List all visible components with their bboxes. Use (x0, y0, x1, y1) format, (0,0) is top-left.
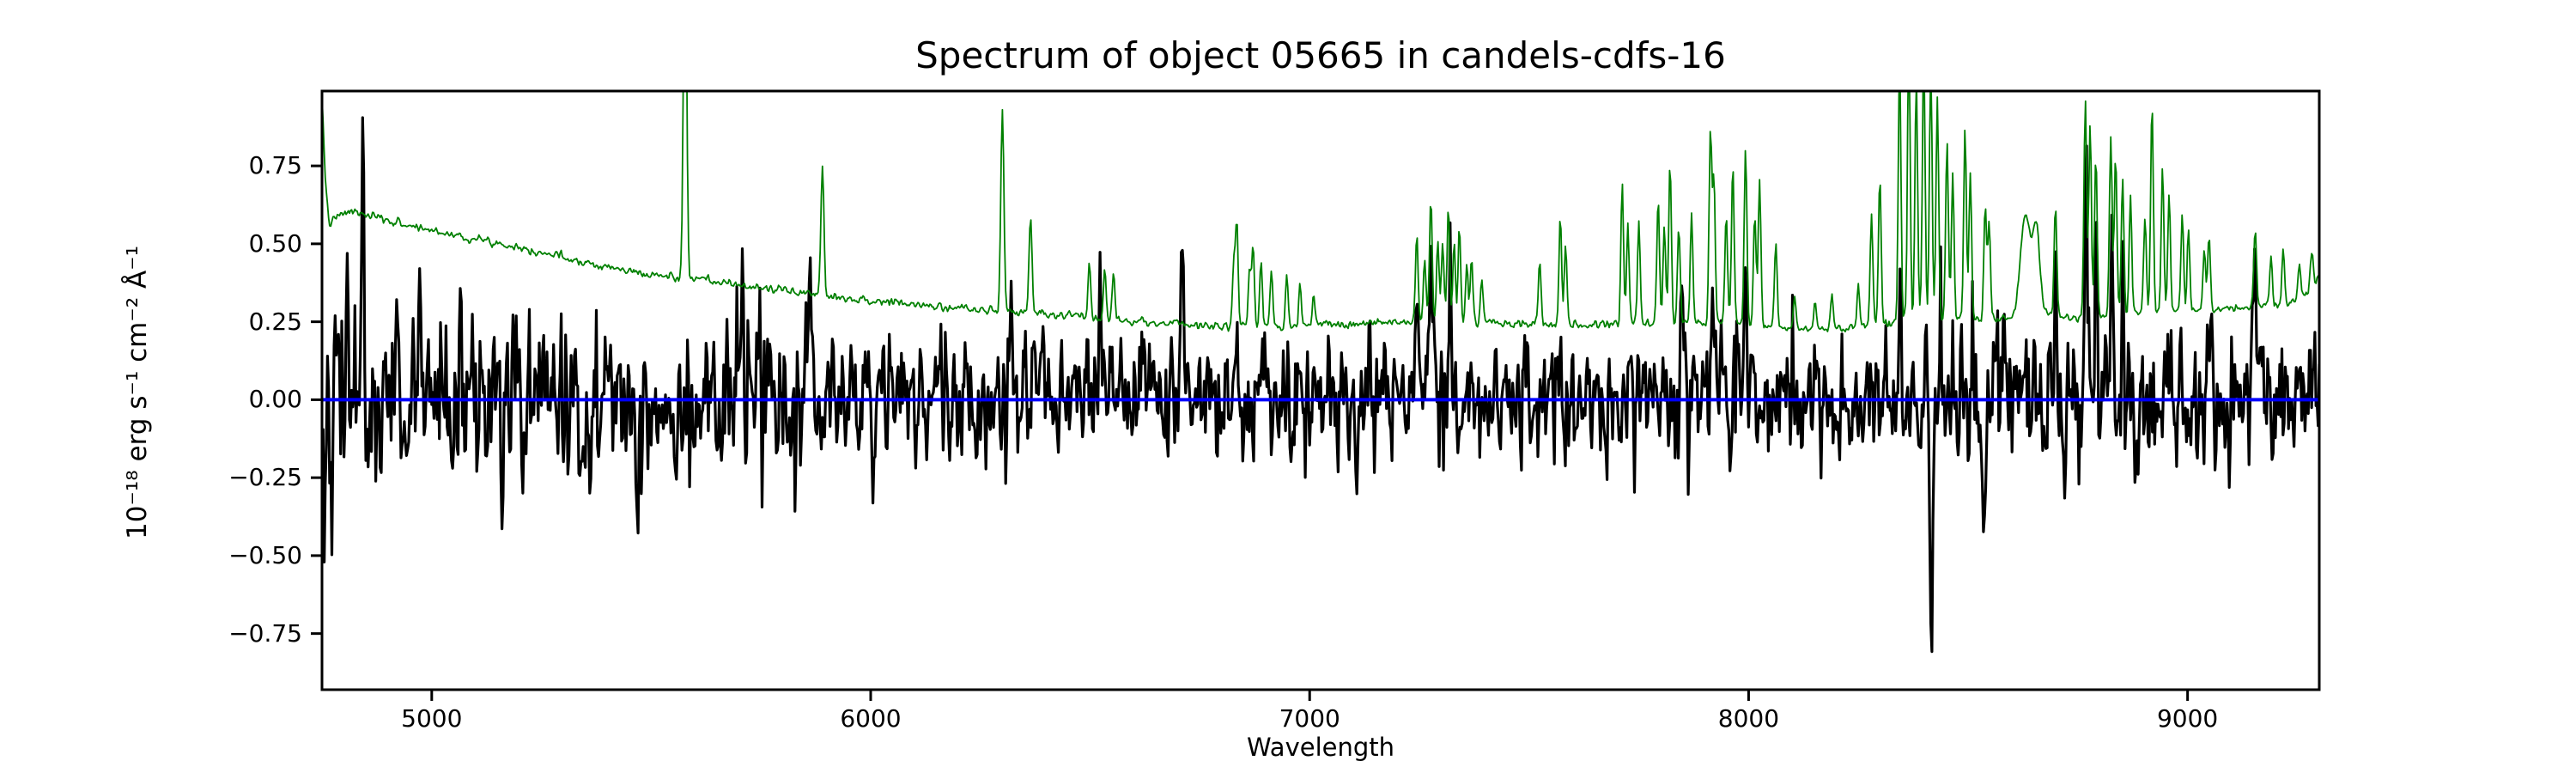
axis-tick-marks (311, 164, 2190, 701)
x-tick-label: 8000 (1717, 704, 1780, 733)
x-tick-label: 5000 (401, 704, 463, 733)
y-tick-label: −0.75 (228, 618, 302, 648)
y-tick-label: 0.75 (248, 151, 302, 180)
y-tick-label: 0.00 (248, 385, 302, 414)
plot-series (322, 91, 2319, 654)
x-tick-label: 9000 (2156, 704, 2219, 733)
x-tick-label: 6000 (840, 704, 902, 733)
figure-title: Spectrum of object 05665 in candels-cdfs… (915, 34, 1726, 76)
object-flux (322, 116, 2319, 654)
x-tick-label: 7000 (1279, 704, 1340, 733)
axes-frame (320, 89, 2321, 691)
noise-spectrum (322, 91, 2319, 332)
y-tick-label: −0.50 (228, 540, 302, 569)
x-axis-label: Wavelength (1246, 733, 1395, 762)
y-tick-label: −0.25 (228, 463, 302, 492)
y-tick-label: 0.50 (248, 228, 302, 258)
y-tick-label: 0.25 (248, 307, 302, 336)
